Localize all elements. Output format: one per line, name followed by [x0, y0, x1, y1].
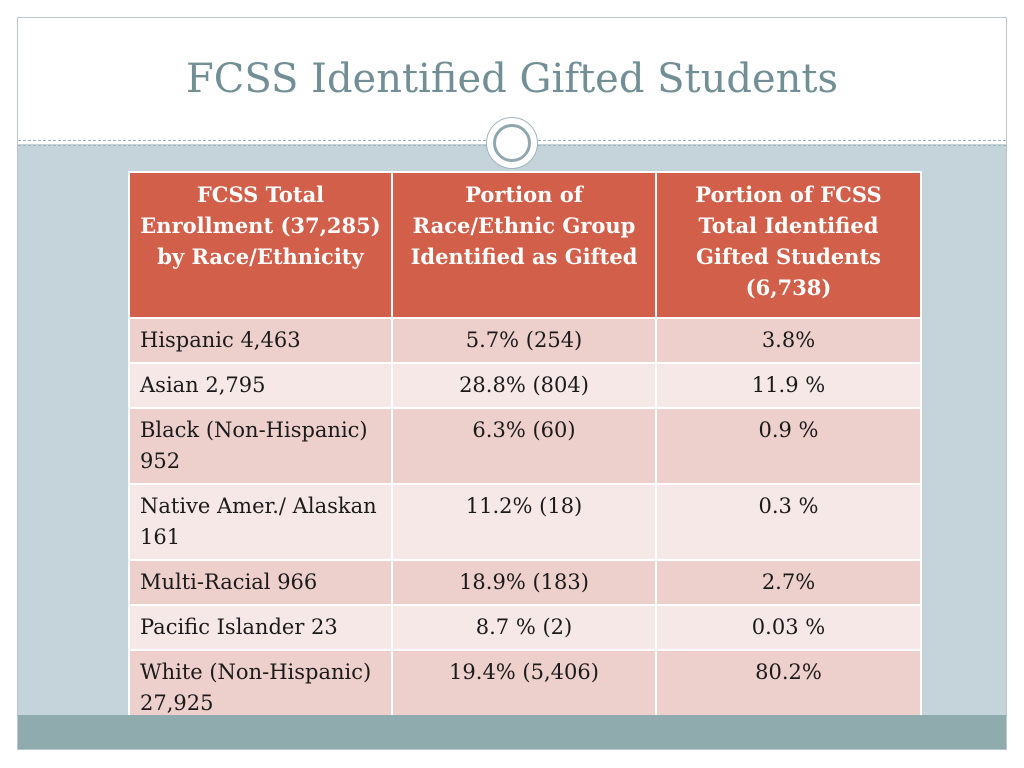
header-portion-of-group: Portion of Race/Ethnic Group Identified …	[391, 171, 657, 319]
table-row: Hispanic 4,463 5.7% (254) 3.8%	[128, 317, 922, 364]
table-row: Multi-Racial 966 18.9% (183) 2.7%	[128, 559, 922, 606]
table-row: Black (Non-Hispanic) 952 6.3% (60) 0.9 %	[128, 407, 922, 485]
table-header-row: FCSS Total Enrollment (37,285) by Race/E…	[128, 171, 922, 319]
header-enrollment: FCSS Total Enrollment (37,285) by Race/E…	[128, 171, 393, 319]
cell-portion-of-total: 0.3 %	[655, 483, 922, 561]
cell-group: Multi-Racial 966	[128, 559, 393, 606]
cell-portion-of-total: 0.03 %	[655, 604, 922, 651]
cell-portion-of-total: 11.9 %	[655, 362, 922, 409]
table-row: Asian 2,795 28.8% (804) 11.9 %	[128, 362, 922, 409]
cell-group: Native Amer./ Alaskan 161	[128, 483, 393, 561]
cell-portion-of-total: 80.2%	[655, 649, 922, 727]
cell-portion-of-group: 28.8% (804)	[391, 362, 657, 409]
bottom-band	[18, 715, 1006, 749]
table-row: White (Non-Hispanic) 27,925 19.4% (5,406…	[128, 649, 922, 727]
cell-group: White (Non-Hispanic) 27,925	[128, 649, 393, 727]
table-row: Pacific Islander 23 8.7 % (2) 0.03 %	[128, 604, 922, 651]
cell-group: Pacific Islander 23	[128, 604, 393, 651]
cell-portion-of-group: 5.7% (254)	[391, 317, 657, 364]
circle-ornament-icon	[486, 117, 538, 169]
slide-title: FCSS Identified Gifted Students	[185, 56, 839, 102]
cell-group: Black (Non-Hispanic) 952	[128, 407, 393, 485]
cell-portion-of-group: 6.3% (60)	[391, 407, 657, 485]
cell-group: Asian 2,795	[128, 362, 393, 409]
cell-portion-of-group: 8.7 % (2)	[391, 604, 657, 651]
cell-portion-of-total: 0.9 %	[655, 407, 922, 485]
slide-frame: FCSS Identified Gifted Students FCSS Tot…	[17, 17, 1007, 750]
header-portion-of-total: Portion of FCSS Total Identified Gifted …	[655, 171, 922, 319]
cell-group: Hispanic 4,463	[128, 317, 393, 364]
circle-ornament-inner	[493, 124, 531, 162]
cell-portion-of-total: 3.8%	[655, 317, 922, 364]
cell-portion-of-total: 2.7%	[655, 559, 922, 606]
gifted-students-table: FCSS Total Enrollment (37,285) by Race/E…	[128, 171, 922, 727]
cell-portion-of-group: 18.9% (183)	[391, 559, 657, 606]
cell-portion-of-group: 19.4% (5,406)	[391, 649, 657, 727]
table-row: Native Amer./ Alaskan 161 11.2% (18) 0.3…	[128, 483, 922, 561]
cell-portion-of-group: 11.2% (18)	[391, 483, 657, 561]
